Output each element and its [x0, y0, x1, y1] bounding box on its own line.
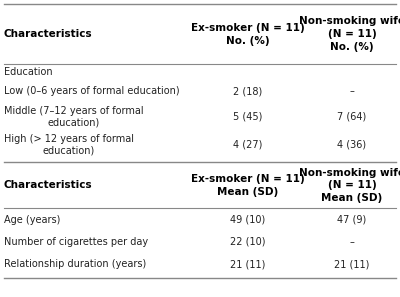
Text: Non-smoking wife
(N = 11)
No. (%): Non-smoking wife (N = 11) No. (%): [299, 16, 400, 52]
Text: 21 (11): 21 (11): [334, 259, 370, 269]
Text: Relationship duration (years): Relationship duration (years): [4, 259, 146, 269]
Text: Low (0–6 years of formal education): Low (0–6 years of formal education): [4, 86, 180, 96]
Text: 22 (10): 22 (10): [230, 237, 266, 247]
Text: 5 (45): 5 (45): [233, 112, 263, 121]
Text: Ex-smoker (N = 11)
Mean (SD): Ex-smoker (N = 11) Mean (SD): [191, 174, 305, 197]
Text: 4 (36): 4 (36): [338, 140, 366, 150]
Text: Middle (7–12 years of formal
education): Middle (7–12 years of formal education): [4, 106, 144, 127]
Text: 21 (11): 21 (11): [230, 259, 266, 269]
Text: Non-smoking wife
(N = 11)
Mean (SD): Non-smoking wife (N = 11) Mean (SD): [299, 168, 400, 203]
Text: Education: Education: [4, 67, 53, 77]
Text: Age (years): Age (years): [4, 215, 60, 225]
Text: 47 (9): 47 (9): [337, 215, 367, 225]
Text: Ex-smoker (N = 11)
No. (%): Ex-smoker (N = 11) No. (%): [191, 23, 305, 45]
Text: 7 (64): 7 (64): [337, 112, 367, 121]
Text: 49 (10): 49 (10): [230, 215, 266, 225]
Text: Number of cigarettes per day: Number of cigarettes per day: [4, 237, 148, 247]
Text: Characteristics: Characteristics: [4, 181, 93, 190]
Text: Characteristics: Characteristics: [4, 29, 93, 39]
Text: 2 (18): 2 (18): [233, 86, 263, 96]
Text: High (> 12 years of formal
education): High (> 12 years of formal education): [4, 134, 134, 156]
Text: –: –: [350, 86, 354, 96]
Text: 4 (27): 4 (27): [233, 140, 263, 150]
Text: –: –: [350, 237, 354, 247]
